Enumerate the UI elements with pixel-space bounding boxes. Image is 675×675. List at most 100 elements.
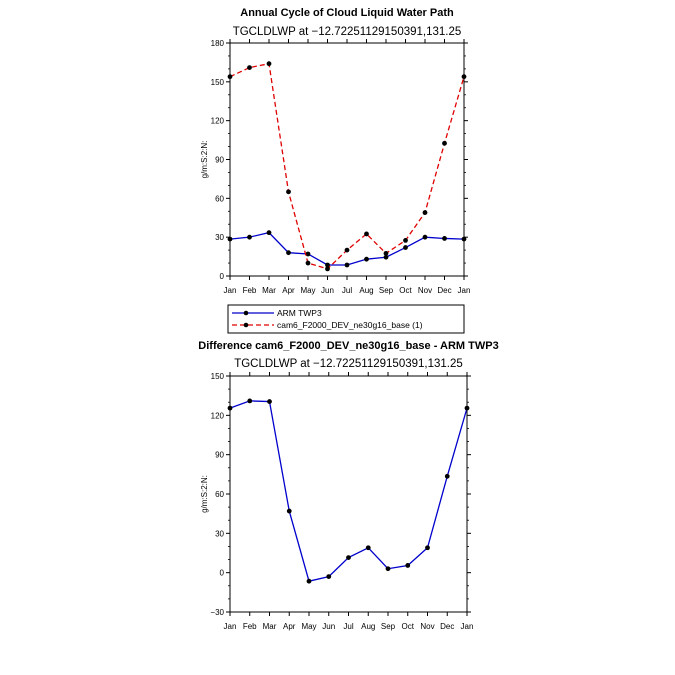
data-point: [365, 545, 371, 551]
series-2: [227, 61, 467, 272]
y-tick-label: 180: [211, 39, 225, 48]
chart-subtitle: TGCLDLWP at −12.72251129150391,131.25: [234, 358, 463, 370]
x-tick-label: Apr: [283, 622, 296, 631]
data-point: [461, 236, 467, 242]
y-tick-label: 90: [215, 451, 224, 460]
data-point: [344, 262, 350, 268]
data-point: [227, 236, 233, 242]
data-point: [247, 234, 252, 240]
data-point: [266, 230, 272, 236]
y-tick-label: 60: [215, 194, 224, 203]
chart-2: Difference cam6_F2000_DEV_ne30g16_base -…: [198, 340, 498, 631]
data-point: [442, 236, 447, 241]
x-tick-label: Dec: [437, 286, 451, 295]
data-point: [227, 74, 233, 80]
x-tick-label: Mar: [263, 622, 277, 631]
data-point: [247, 65, 252, 70]
x-tick-label: Jun: [322, 622, 335, 631]
legend: ARM TWP3 cam6_F2000_DEV_ne30g16_base (1): [227, 304, 465, 334]
y-axis-label: g/m:S:2:N:: [200, 475, 209, 513]
data-point: [422, 234, 428, 240]
data-point: [305, 251, 311, 257]
chart-subtitle: TGCLDLWP at −12.72251129150391,131.25: [233, 26, 462, 38]
x-tick-label: Nov: [418, 286, 432, 295]
data-point: [383, 254, 389, 260]
y-tick-label: 120: [211, 411, 225, 420]
x-tick-label: Oct: [402, 622, 415, 631]
data-point: [442, 140, 447, 146]
y-tick-label: 150: [211, 372, 225, 381]
x-tick-label: Jan: [461, 622, 474, 631]
x-tick-label: Feb: [243, 286, 257, 295]
data-point: [422, 210, 428, 215]
x-tick-label: Oct: [399, 286, 412, 295]
plot-frame: [229, 375, 468, 613]
y-tick-label: 30: [215, 233, 224, 242]
data-point: [344, 247, 350, 253]
x-tick-label: Jan: [224, 286, 237, 295]
data-point: [286, 250, 291, 256]
legend-swatch-point: [243, 322, 249, 328]
plot-frame: [229, 42, 465, 277]
legend-swatch-point: [243, 310, 249, 316]
data-point: [266, 61, 272, 67]
data-point: [403, 238, 408, 243]
legend-entry: cam6_F2000_DEV_ne30g16_base (1): [277, 320, 423, 330]
data-point: [364, 231, 369, 237]
x-tick-label: Jun: [321, 286, 334, 295]
x-tick-label: Jul: [342, 286, 352, 295]
data-point: [325, 262, 330, 268]
y-tick-label: 150: [211, 78, 225, 87]
series-line: [229, 62, 465, 270]
series-1: [227, 230, 467, 268]
chart-title: Difference cam6_F2000_DEV_ne30g16_base -…: [198, 340, 498, 352]
chart-1: Annual Cycle of Cloud Liquid Water Path T…: [200, 7, 471, 334]
legend-entry: ARM TWP3: [277, 308, 322, 318]
data-point: [305, 260, 311, 266]
data-point: [286, 189, 291, 195]
data-point: [227, 405, 233, 411]
x-tick-label: Feb: [243, 622, 257, 631]
y-tick-label: 90: [215, 156, 224, 165]
x-tick-label: May: [301, 622, 316, 631]
x-tick-label: Nov: [420, 622, 434, 631]
x-tick-label: Mar: [262, 286, 276, 295]
data-point: [461, 74, 467, 80]
data-point: [425, 545, 430, 551]
data-point: [247, 398, 253, 404]
data-point: [464, 405, 470, 411]
y-tick-label: 0: [220, 569, 225, 578]
x-tick-label: Jan: [224, 622, 237, 631]
series-line: [229, 400, 468, 582]
x-tick-label: Sep: [381, 622, 396, 631]
data-point: [364, 256, 369, 262]
x-tick-label: Jan: [458, 286, 471, 295]
y-tick-label: 120: [211, 117, 225, 126]
y-tick-label: 60: [215, 490, 224, 499]
data-point: [444, 473, 450, 479]
y-tick-label: −30: [210, 608, 224, 617]
data-point: [267, 399, 272, 404]
y-tick-label: 30: [215, 529, 224, 538]
x-tick-label: Aug: [359, 286, 373, 295]
x-tick-label: Dec: [440, 622, 454, 631]
data-point: [403, 245, 408, 250]
x-tick-label: Aug: [361, 622, 375, 631]
data-point: [306, 578, 312, 584]
series-1: [227, 398, 470, 584]
data-point: [346, 555, 351, 560]
chart-title: Annual Cycle of Cloud Liquid Water Path: [240, 7, 454, 19]
y-axis-label: g/m:S:2:N:: [200, 141, 209, 179]
x-tick-label: Sep: [379, 286, 394, 295]
data-point: [326, 574, 332, 579]
y-tick-label: 0: [220, 272, 225, 281]
data-point: [385, 566, 391, 572]
data-point: [405, 563, 411, 568]
data-point: [286, 508, 292, 514]
x-tick-label: May: [300, 286, 315, 295]
x-tick-label: Apr: [282, 286, 295, 295]
legend-box: [227, 304, 465, 334]
data-point: [325, 266, 330, 272]
data-point: [383, 250, 389, 256]
